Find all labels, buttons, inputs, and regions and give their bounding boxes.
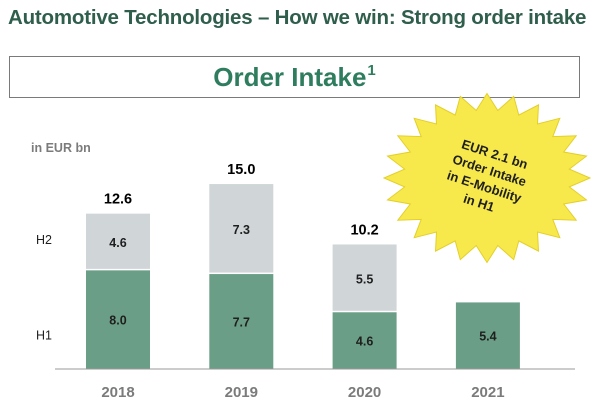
bar-h2-2018 bbox=[86, 213, 150, 269]
bar-h1-2018 bbox=[86, 270, 150, 369]
bar-h1-2020 bbox=[332, 312, 397, 369]
slide-title: Automotive Technologies – How we win: St… bbox=[8, 6, 587, 29]
legend-h1: H1 bbox=[36, 329, 52, 343]
banner-title-text: Order Intake bbox=[213, 62, 367, 92]
banner-title: Order Intake1 bbox=[10, 62, 579, 93]
bar-h2-2019 bbox=[209, 184, 274, 273]
label-layer: 8.0 4.6 12.6 2018 7.7 7.3 15.0 2019 4.6 5.5 10.2 20… bbox=[31, 141, 505, 401]
label-h1-2020: 4.6 bbox=[356, 335, 373, 349]
total-2019: 15.0 bbox=[227, 162, 255, 178]
order-intake-banner: Order Intake1 bbox=[9, 56, 580, 98]
x-tick-2020: 2020 bbox=[348, 384, 381, 401]
footnote-marker: 1 bbox=[367, 62, 376, 79]
bar-h1-2019 bbox=[209, 274, 274, 369]
x-tick-2019: 2019 bbox=[225, 384, 258, 401]
x-tick-2021: 2021 bbox=[471, 384, 504, 401]
label-h2-2020: 5.5 bbox=[356, 272, 373, 286]
label-h1-2019: 7.7 bbox=[233, 316, 250, 330]
label-h1-2018: 8.0 bbox=[109, 314, 126, 328]
bar-layer bbox=[86, 184, 520, 369]
total-2020: 10.2 bbox=[350, 222, 378, 238]
label-h2-2019: 7.3 bbox=[233, 223, 250, 237]
unit-label: in EUR bn bbox=[31, 141, 91, 155]
bar-h2-2020 bbox=[332, 244, 397, 311]
x-tick-2018: 2018 bbox=[101, 384, 134, 401]
starburst-shape bbox=[382, 92, 592, 264]
bar-h1-2021 bbox=[455, 302, 520, 369]
label-h2-2018: 4.6 bbox=[109, 236, 126, 250]
total-2018: 12.6 bbox=[104, 192, 132, 208]
legend-h2: H2 bbox=[36, 233, 52, 247]
label-h1-2021: 5.4 bbox=[479, 330, 496, 344]
